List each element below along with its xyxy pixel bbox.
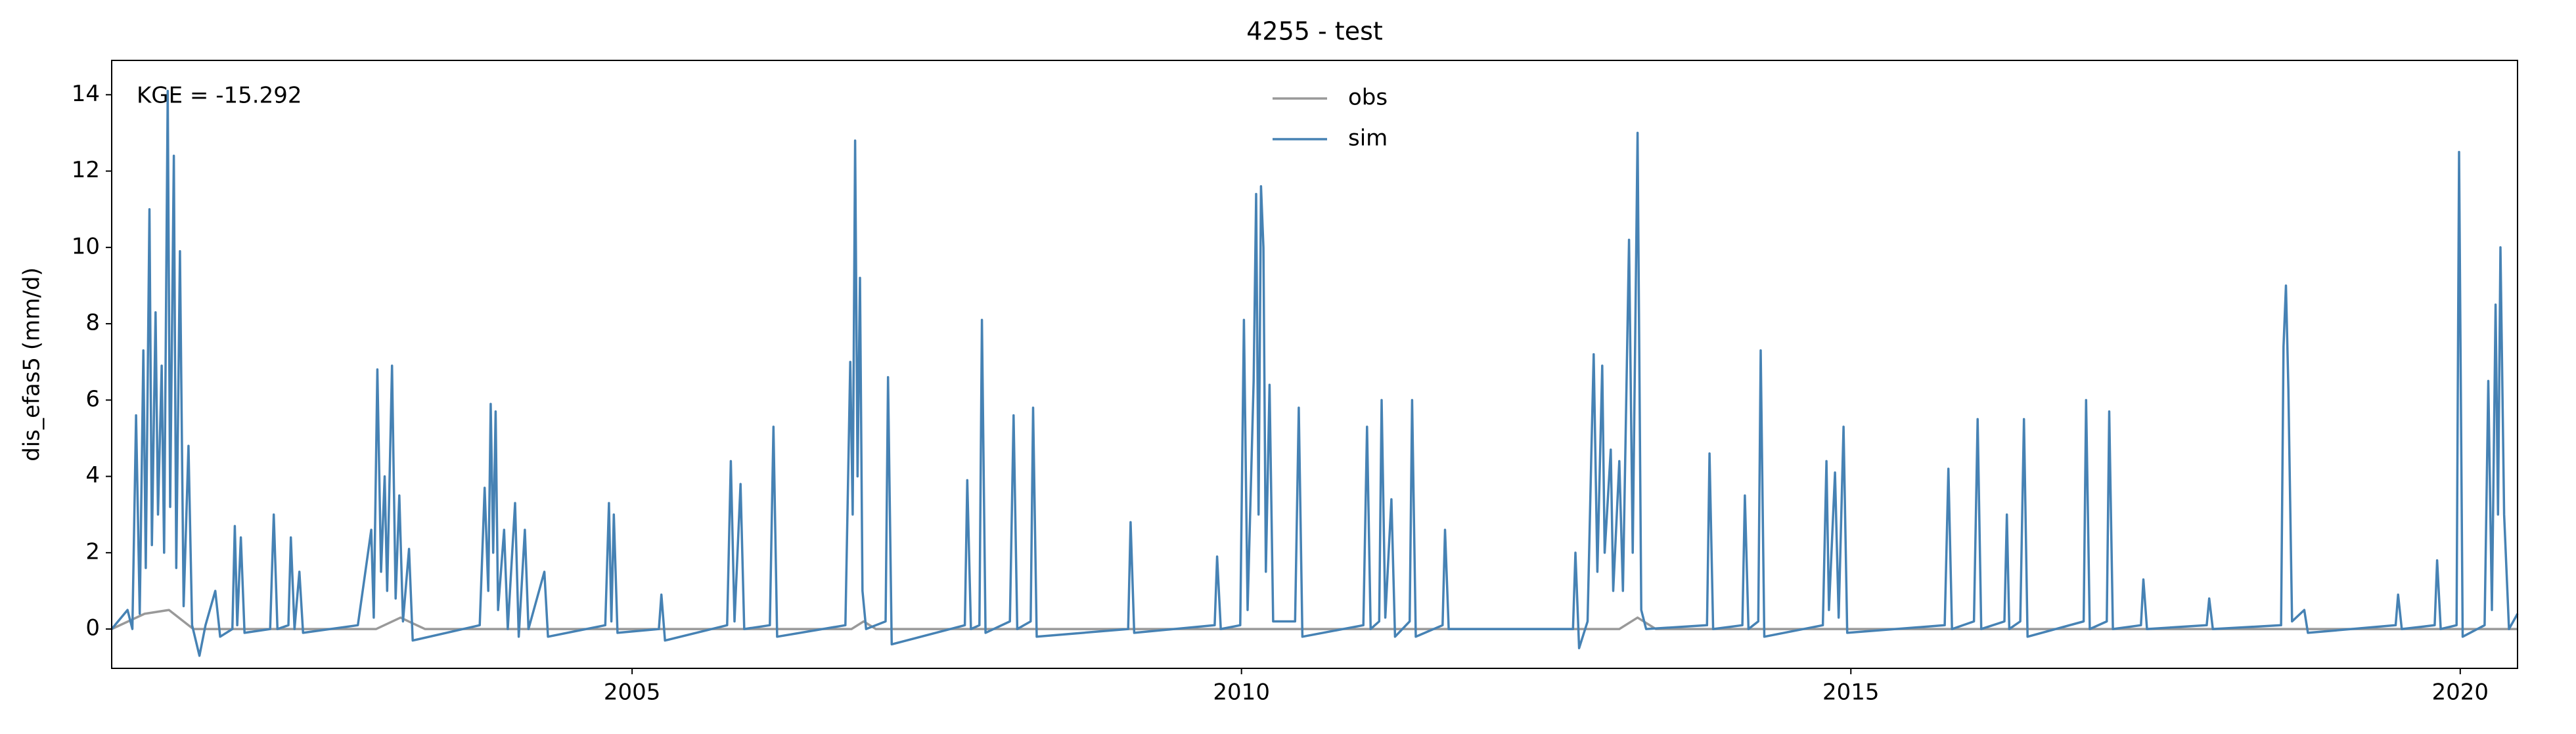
series-line <box>111 609 2518 630</box>
legend-label: obs <box>1348 85 1388 111</box>
x-tick-label: 2020 <box>2432 680 2489 706</box>
y-axis-label: dis_efas5 (mm/d) <box>19 267 45 461</box>
annotation: KGE = -15.292 <box>137 83 302 109</box>
x-tick-label: 2015 <box>1822 680 1880 706</box>
series-line <box>110 89 2519 657</box>
chart-title: 4255 - test <box>1246 17 1383 46</box>
y-tick-label: 14 <box>72 81 100 107</box>
x-tick-label: 2010 <box>1213 680 1270 706</box>
y-tick-label: 12 <box>72 157 100 183</box>
plot-frame <box>111 60 2518 669</box>
y-tick-label: 0 <box>85 615 100 641</box>
y-tick-label: 8 <box>85 310 100 336</box>
y-tick-label: 4 <box>85 462 100 488</box>
x-tick-label: 2005 <box>604 680 661 706</box>
y-tick-label: 6 <box>85 386 100 412</box>
legend-label: sim <box>1348 125 1388 152</box>
y-tick-label: 10 <box>72 233 100 259</box>
y-tick-label: 2 <box>85 538 100 565</box>
